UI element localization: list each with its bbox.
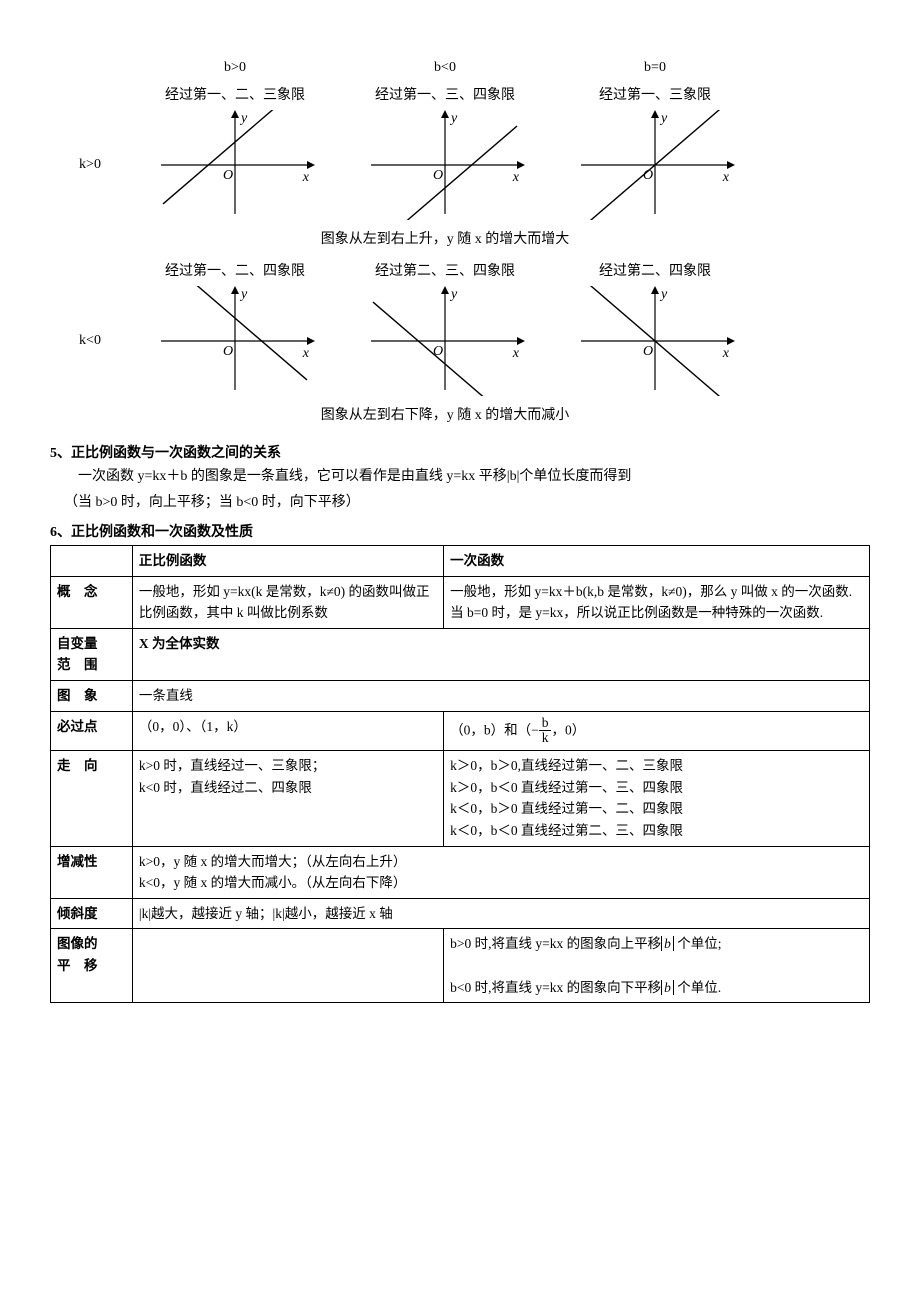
graph-table: b>0 b<0 b=0 经过第一、二、三象限 经过第一、三、四象限 经过第一、三… [50, 60, 870, 432]
properties-table: 正比例函数一次函数概 念一般地，形如 y=kx(k 是常数，k≠0) 的函数叫做… [50, 545, 870, 1003]
graph-cell: x y O [130, 286, 340, 396]
summary-kneg: 图象从左到右下降，y 随 x 的增大而减小 [130, 404, 760, 424]
svg-text:y: y [449, 287, 458, 302]
summary-kpos: 图象从左到右上升，y 随 x 的增大而增大 [130, 228, 760, 248]
svg-text:O: O [223, 344, 233, 359]
quadrant-label: 经过第二、三、四象限 [340, 260, 550, 280]
svg-text:x: x [512, 346, 520, 361]
svg-text:y: y [659, 111, 668, 126]
svg-text:y: y [659, 287, 668, 302]
svg-text:x: x [722, 346, 730, 361]
row-label-kpos: k>0 [50, 110, 130, 220]
svg-text:y: y [449, 111, 458, 126]
row-label-kneg: k<0 [50, 286, 130, 396]
svg-text:y: y [239, 287, 248, 302]
section-5-para2: （当 b>0 时，向上平移；当 b<0 时，向下平移） [64, 491, 870, 511]
svg-text:O: O [223, 168, 233, 183]
graph-cell: x y O [550, 286, 760, 396]
svg-text:x: x [302, 346, 310, 361]
graph-cell: xyO [550, 110, 760, 220]
col-header-bpos: b>0 [130, 60, 340, 76]
svg-text:y: y [239, 111, 248, 126]
svg-text:O: O [643, 344, 653, 359]
quadrant-label: 经过第二、四象限 [550, 260, 760, 280]
section-5-para: 一次函数 y=kx＋b 的图象是一条直线，它可以看作是由直线 y=kx 平移|b… [50, 466, 870, 487]
svg-text:x: x [512, 170, 520, 185]
graph-cell: x y O [340, 286, 550, 396]
graph-cell: x y O [130, 110, 340, 220]
svg-text:x: x [722, 170, 730, 185]
section-5-heading: 5、正比例函数与一次函数之间的关系 [50, 442, 870, 462]
col-header-bneg: b<0 [340, 60, 550, 76]
quadrant-label: 经过第一、三象限 [550, 84, 760, 104]
section-6-heading: 6、正比例函数和一次函数及性质 [50, 521, 870, 541]
svg-text:x: x [302, 170, 310, 185]
svg-text:O: O [433, 344, 443, 359]
svg-text:O: O [433, 168, 443, 183]
quadrant-label: 经过第一、二、三象限 [130, 84, 340, 104]
quadrant-label: 经过第一、二、四象限 [130, 260, 340, 280]
quadrant-label: 经过第一、三、四象限 [340, 84, 550, 104]
graph-cell: x y O [340, 110, 550, 220]
col-header-bzero: b=0 [550, 60, 760, 76]
